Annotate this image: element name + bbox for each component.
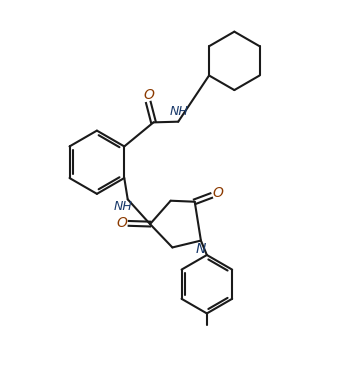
- Text: N: N: [196, 242, 206, 256]
- Text: O: O: [212, 186, 223, 200]
- Text: NH: NH: [170, 105, 189, 118]
- Text: O: O: [117, 217, 127, 230]
- Text: NH: NH: [113, 200, 132, 214]
- Text: O: O: [144, 88, 155, 102]
